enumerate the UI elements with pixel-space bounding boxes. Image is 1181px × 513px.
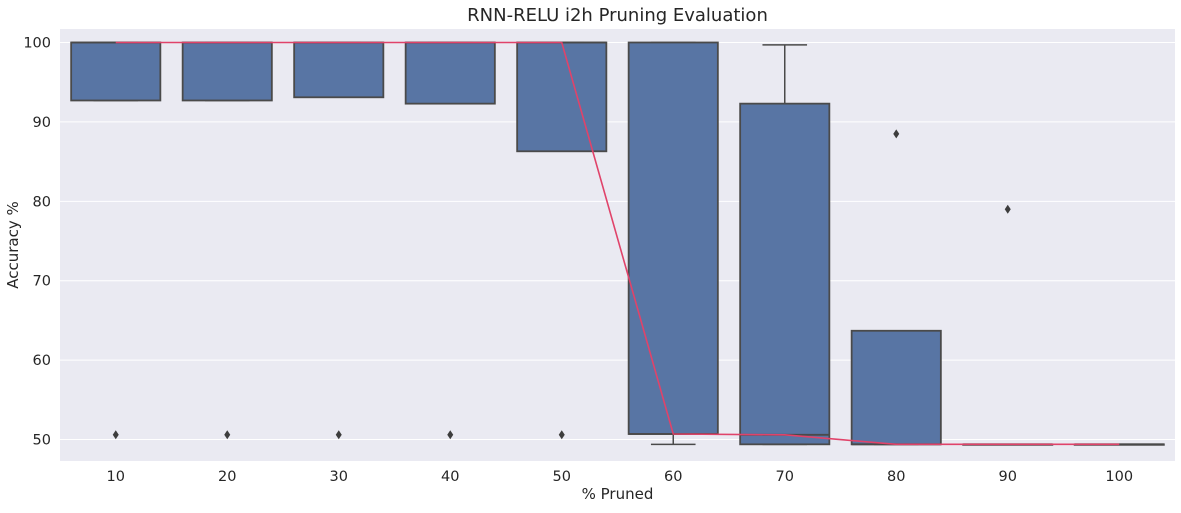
x-axis-label: % Pruned <box>582 485 654 503</box>
y-tick-label: 50 <box>33 433 51 449</box>
outlier-point <box>893 129 900 139</box>
box-body <box>70 41 162 102</box>
box-body <box>181 41 273 102</box>
outlier-point <box>335 430 342 440</box>
x-tick-label: 90 <box>999 469 1017 485</box>
box-body <box>516 41 608 153</box>
median-trend-layer <box>115 41 1120 446</box>
x-tick-label: 10 <box>107 469 125 485</box>
x-tick-label: 70 <box>776 469 794 485</box>
median-trend-line <box>115 41 1120 446</box>
x-tick-label: 80 <box>887 469 905 485</box>
outlier-point <box>558 430 565 440</box>
x-tick-label: 40 <box>441 469 459 485</box>
y-tick-label: 70 <box>33 274 51 290</box>
outlier-point <box>112 430 119 440</box>
x-tick-label: 50 <box>553 469 571 485</box>
tick-labels-layer: 50 60 70 80 90 100 10 20 30 40 50 60 70 80 90 100 <box>23 36 1133 486</box>
box-body <box>404 41 496 105</box>
y-axis-label: Accuracy % <box>4 201 22 289</box>
x-tick-label: 100 <box>1105 469 1133 485</box>
box-body <box>850 329 942 446</box>
outlier-point <box>224 430 231 440</box>
box-body <box>739 102 831 446</box>
x-tick-label: 30 <box>330 469 348 485</box>
y-tick-label: 80 <box>33 194 51 210</box>
box-group <box>516 41 608 440</box>
chart-title: RNN-RELU i2h Pruning Evaluation <box>467 5 768 26</box>
y-tick-label: 60 <box>33 353 51 369</box>
box-body <box>293 41 385 99</box>
box-group <box>404 41 496 440</box>
x-tick-label: 60 <box>664 469 682 485</box>
box-group <box>70 41 162 440</box>
x-tick-label: 20 <box>218 469 236 485</box>
box-group <box>739 44 831 446</box>
outlier-point <box>447 430 454 440</box>
box-group <box>627 41 719 446</box>
outlier-point <box>1004 204 1011 214</box>
boxes-layer <box>70 41 1165 446</box>
grid-lines <box>60 42 1175 441</box>
y-tick-label: 100 <box>23 36 51 52</box>
box-body <box>627 41 719 435</box>
box-group <box>293 41 385 440</box>
y-tick-label: 90 <box>33 115 51 131</box>
